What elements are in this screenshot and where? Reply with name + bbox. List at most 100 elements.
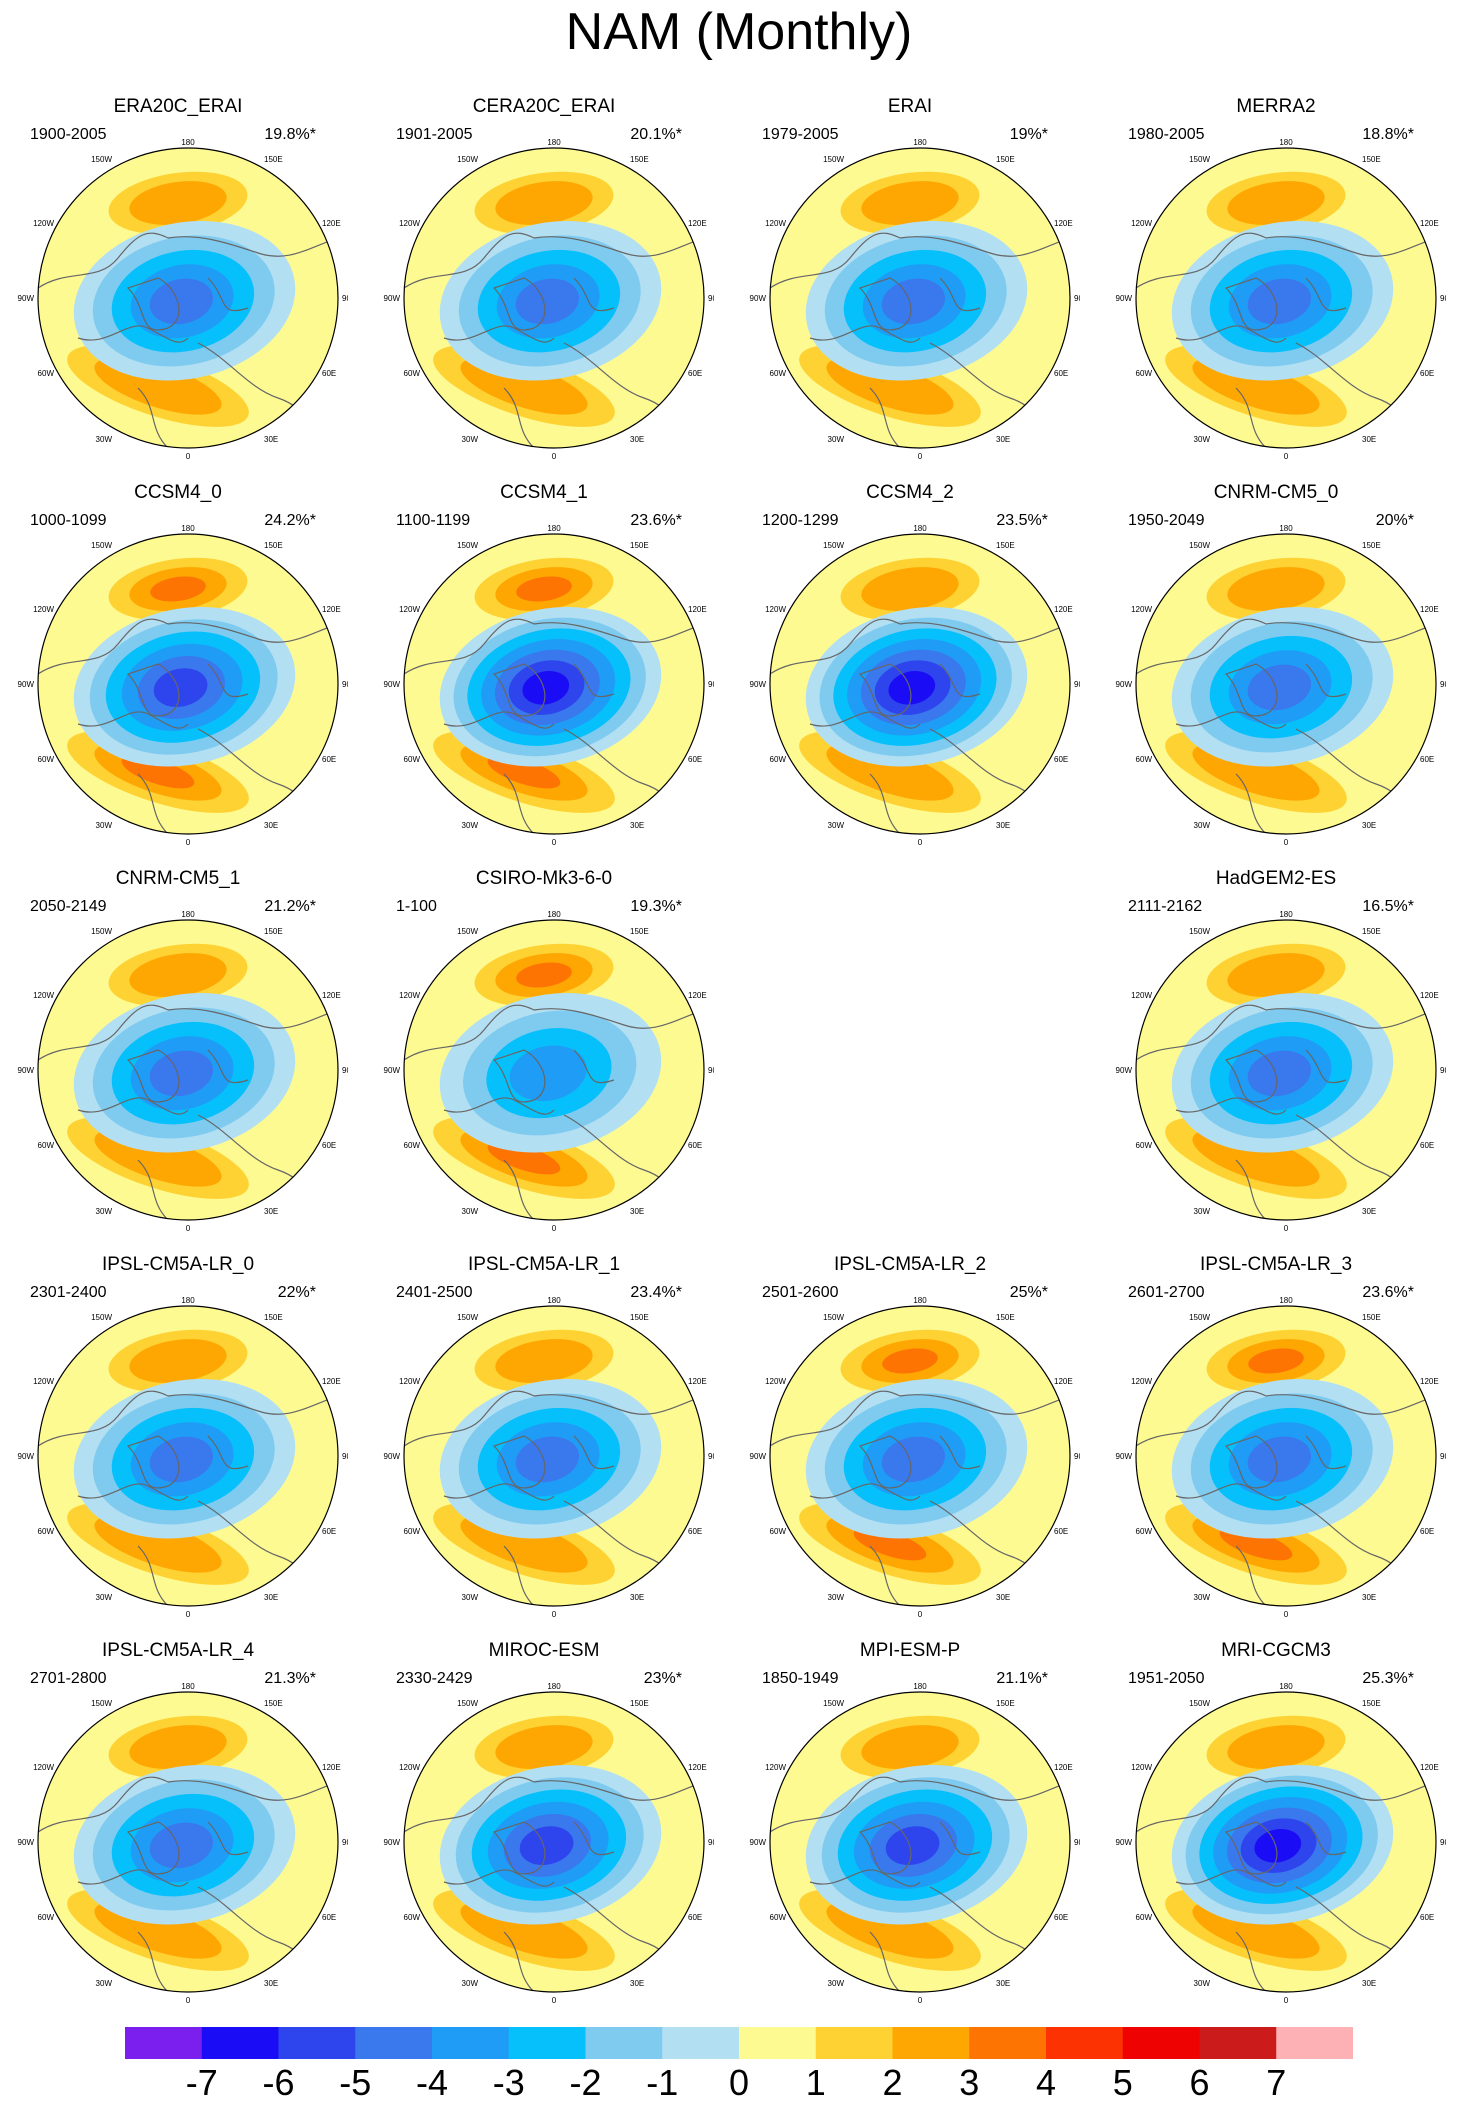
pacific-positive-level-2 <box>861 1725 959 1769</box>
label-60w: 60W <box>38 1141 55 1150</box>
label-150w: 150W <box>1189 541 1210 550</box>
map-panel: ERAI1979-200519%*180090W90E150W120W150E1… <box>740 96 1080 466</box>
label-90w: 90W <box>18 680 35 689</box>
coastline-2 <box>443 711 555 729</box>
label-180: 180 <box>181 138 195 147</box>
label-150e: 150E <box>996 155 1015 164</box>
polar-map: 180 0 90W 90E 150W 120W 150E 120E 60W 30W 60E 30E <box>1116 910 1446 1233</box>
map-panel: IPSL-CM5A-LR_42701-280021.3%*180090W90E1… <box>8 1640 348 2010</box>
coastline-1 <box>533 1780 704 1801</box>
coastline-6 <box>207 1435 249 1470</box>
panel-title: IPSL-CM5A-LR_3 <box>1199 1254 1353 1275</box>
label-0: 0 <box>1284 838 1289 847</box>
coastline-6 <box>207 1049 249 1084</box>
label-60w: 60W <box>38 1913 55 1922</box>
panel-variance: 25%* <box>1009 1284 1048 1301</box>
coastline-0 <box>38 618 169 675</box>
arctic-negative-level-5 <box>149 1436 214 1483</box>
panel-title: MPI-ESM-P <box>859 1640 961 1661</box>
panel-title: ERAI <box>887 96 933 117</box>
coastline-1 <box>899 236 1070 257</box>
contour-field <box>404 1692 704 1992</box>
panel-variance: 21.3%* <box>264 1670 316 1687</box>
coastline-4 <box>1235 773 1267 834</box>
colorbar-tick-label: 7 <box>1266 2062 1287 2103</box>
contour-field <box>38 1306 338 1606</box>
coastline-6 <box>573 663 615 698</box>
pacific-positive-level-3 <box>516 962 572 988</box>
label-30w: 30W <box>96 1593 113 1602</box>
contour-field <box>770 148 1070 448</box>
label-120e: 120E <box>322 1377 341 1386</box>
coastline-0 <box>404 1776 535 1833</box>
coastline-4 <box>137 1545 169 1606</box>
panel-period: 1000-1099 <box>30 512 107 529</box>
label-120w: 120W <box>33 605 54 614</box>
coastline-6 <box>207 277 249 312</box>
coastline-5 <box>126 277 180 331</box>
label-120w: 120W <box>1131 1763 1152 1772</box>
coastline-5 <box>1224 1435 1278 1489</box>
coastline-4 <box>869 1545 901 1606</box>
label-120e: 120E <box>322 991 341 1000</box>
coastline-0 <box>38 1004 169 1061</box>
map-boundary <box>1135 147 1437 449</box>
colorbar-box-4 <box>432 2027 510 2059</box>
contour-field <box>38 148 338 448</box>
colorbar-box-10 <box>892 2027 970 2059</box>
label-180: 180 <box>1279 1296 1293 1305</box>
contour-field <box>1136 1306 1436 1606</box>
label-0: 0 <box>186 1224 191 1233</box>
coastline-6 <box>1305 277 1347 312</box>
atlantic-positive-level-3 <box>1219 1527 1293 1561</box>
pacific-positive-level-2 <box>1227 567 1325 611</box>
polar-map: 180 0 90W 90E 150W 120W 150E 120E 60W 30W 60E 30E <box>750 524 1080 847</box>
contour-field <box>38 920 338 1220</box>
label-120e: 120E <box>1420 219 1439 228</box>
coastline-5 <box>492 277 546 331</box>
label-30e: 30E <box>1362 1207 1376 1216</box>
label-90e: 90E <box>1440 1452 1446 1461</box>
coastline-5 <box>1224 663 1278 717</box>
pacific-positive-level-3 <box>1248 1348 1304 1374</box>
colorbar-box-11 <box>969 2027 1047 2059</box>
map-panel: CSIRO-Mk3-6-0 1-100 19.3%* 180 0 90W 90E 150W 12… <box>374 868 714 1238</box>
panel-period: 2401-2500 <box>396 1284 473 1301</box>
coastline-6 <box>573 1821 615 1856</box>
label-150e: 150E <box>1362 1313 1381 1322</box>
label-150e: 150E <box>996 541 1015 550</box>
colorbar-box-12 <box>1046 2027 1124 2059</box>
colorbar-tick-label: -2 <box>569 2062 602 2103</box>
coastline-6 <box>1305 1821 1347 1856</box>
map-panel: CCSM4_1 1100-1199 23.6%* 180 0 90W 90E 150W 120W… <box>374 482 714 852</box>
label-30w: 30W <box>1194 1207 1211 1216</box>
panel-title: MIROC-ESM <box>488 1640 600 1661</box>
coastline-6 <box>1305 1435 1347 1470</box>
colorbar-tick-label: -7 <box>185 2062 218 2103</box>
polar-map: 180 0 90W 90E 150W 120W 150E 120E 60W 30W 60E 30E <box>384 138 714 461</box>
label-60e: 60E <box>688 369 702 378</box>
polar-map: 180 0 90W 90E 150W 120W 150E 120E 60W 30W 60E 30E <box>384 1682 714 2005</box>
colorbar-tick-label: 3 <box>959 2062 980 2103</box>
coastline-4 <box>1235 1931 1267 1992</box>
label-30w: 30W <box>462 821 479 830</box>
label-90w: 90W <box>384 1838 401 1847</box>
label-60e: 60E <box>322 1141 336 1150</box>
pacific-positive-level-2 <box>129 1339 227 1383</box>
label-60w: 60W <box>38 755 55 764</box>
label-180: 180 <box>547 1682 561 1691</box>
colorbar-tick-label: 4 <box>1035 2062 1057 2103</box>
coastline-4 <box>503 1545 535 1606</box>
label-120e: 120E <box>1420 605 1439 614</box>
label-150e: 150E <box>264 927 283 936</box>
colorbar-tick-label: -5 <box>339 2062 372 2103</box>
coastline-6 <box>207 663 249 698</box>
coastline-1 <box>533 1394 704 1415</box>
coastline-2 <box>443 1483 555 1501</box>
panel-title: IPSL-CM5A-LR_0 <box>101 1254 255 1275</box>
label-150e: 150E <box>996 1313 1015 1322</box>
panel-period: 2301-2400 <box>30 1284 107 1301</box>
arctic-negative-level-5 <box>881 1436 946 1483</box>
label-30e: 30E <box>1362 1979 1376 1988</box>
label-90w: 90W <box>750 680 767 689</box>
